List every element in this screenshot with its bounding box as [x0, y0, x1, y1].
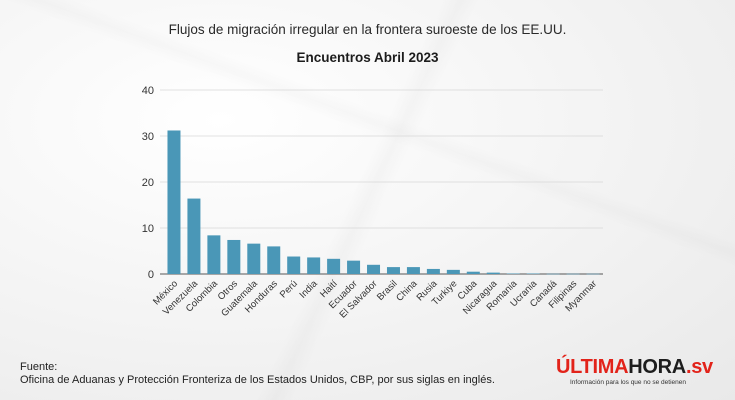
- bar-canadá: [546, 273, 560, 275]
- y-tick-label: 40: [142, 85, 154, 97]
- brand-name: ÚLTIMAHORA.sv: [556, 356, 726, 378]
- bar-otros: [227, 239, 241, 274]
- brand-logo: ÚLTIMAHORA.sv Información para los que n…: [556, 356, 726, 386]
- bar-rusia: [426, 268, 440, 274]
- bar-honduras: [267, 246, 281, 274]
- y-tick-label: 20: [142, 177, 154, 189]
- brand-name-dark: HORA: [628, 356, 686, 378]
- bar-brasil: [386, 267, 400, 274]
- chart-subtitle: Encuentros Abril 2023: [296, 50, 439, 65]
- brand-name-suffix: .sv: [685, 356, 713, 378]
- bars: [167, 130, 600, 275]
- bar-filipinas: [566, 273, 580, 275]
- y-tick-label: 0: [148, 269, 154, 281]
- x-tick-label: China: [394, 278, 420, 304]
- bar-romania: [506, 273, 520, 275]
- bar-ecuador: [347, 260, 361, 274]
- bar-perú: [287, 256, 301, 274]
- y-axis-ticks: 0 10 20 30 40: [142, 85, 154, 281]
- x-tick-label: India: [297, 278, 320, 301]
- bar-china: [406, 267, 420, 274]
- source-text: Oficina de Aduanas y Protección Fronteri…: [20, 374, 495, 386]
- bar-india: [307, 257, 321, 274]
- grid-lines: [160, 89, 603, 275]
- bar-venezuela: [187, 198, 201, 274]
- source-label: Fuente:: [20, 361, 58, 373]
- bar-haití: [327, 258, 341, 274]
- chart-title: Flujos de migración irregular en la fron…: [168, 22, 567, 37]
- bar-colombia: [207, 235, 221, 274]
- x-tick-label: Brasil: [375, 278, 400, 303]
- bar-nicaragua: [486, 272, 500, 274]
- x-tick-label: Perú: [278, 278, 300, 300]
- bar-cuba: [466, 271, 480, 274]
- bar-el-salvador: [367, 264, 381, 274]
- y-tick-label: 30: [142, 131, 154, 143]
- bar-ucrania: [526, 273, 540, 275]
- y-tick-label: 10: [142, 223, 154, 235]
- bar-méxico: [167, 130, 181, 274]
- bar-turkiye: [446, 269, 460, 274]
- bar-guatemala: [247, 243, 261, 274]
- brand-tagline: Información para los que no se detienen: [570, 379, 686, 386]
- bar-myanmar: [586, 273, 600, 275]
- brand-name-red: ÚLTIMA: [556, 356, 629, 378]
- x-axis-labels: MéxicoVenezuelaColombiaOtrosGuatemalaHon…: [151, 278, 599, 321]
